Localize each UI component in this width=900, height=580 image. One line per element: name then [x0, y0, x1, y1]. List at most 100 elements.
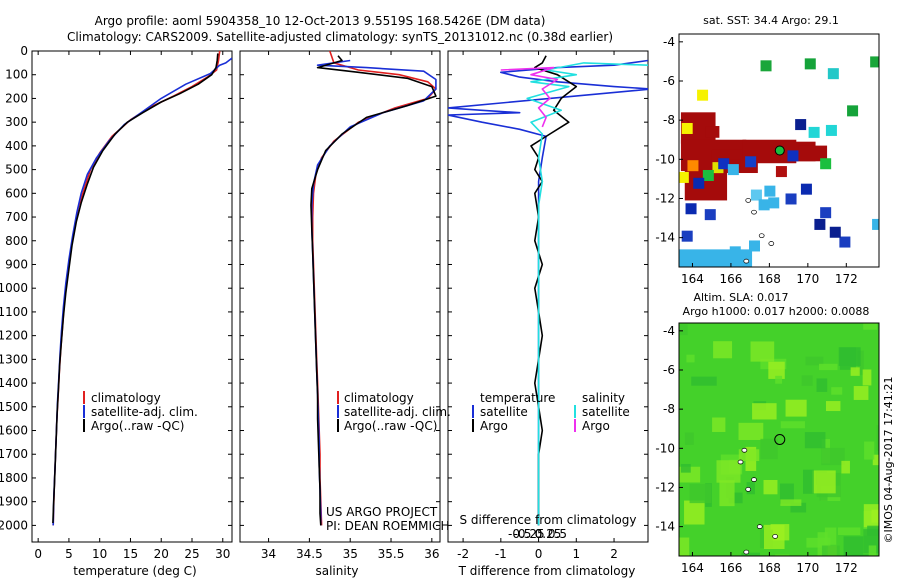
sst-cell: [787, 150, 799, 162]
sst-cell: [825, 124, 837, 136]
sla-cell: [712, 417, 726, 432]
plot-frame: [239, 50, 441, 543]
sla-cell: [716, 460, 741, 483]
y-tick-label: -12: [655, 191, 675, 205]
y-tick-label: 100: [5, 68, 28, 82]
sla-cell: [816, 378, 828, 392]
x-tick-label: 172: [835, 272, 858, 286]
y-tick-label: 1700: [0, 447, 28, 461]
sla-cell: [819, 493, 828, 501]
sla-cell: [785, 399, 807, 417]
sla-cell: [738, 449, 760, 462]
sst-cell: [800, 183, 812, 195]
sst-cell: [768, 197, 780, 209]
project-line1: US ARGO PROJECT: [326, 505, 438, 519]
sla-cell: [841, 460, 850, 474]
temperature-panel: 0100200300400500600700800900100011001200…: [0, 44, 233, 561]
sst-cell: [718, 158, 730, 170]
sla-map-title2: Argo h1000: 0.017 h2000: 0.0088: [683, 305, 870, 318]
sla-cell: [679, 537, 690, 556]
difference-xlabel: T difference from climatology: [458, 564, 636, 578]
header-line1: Argo profile: aoml 5904358_10 12-Oct-201…: [95, 14, 546, 28]
sla-cell: [684, 500, 705, 525]
sla-map-panel: 164 166 168 170 172 -4 -6 -8 -10 -12 -14: [655, 322, 880, 575]
y-tick-label: -10: [655, 441, 675, 455]
y-tick-label: 1400: [0, 376, 28, 390]
island: [768, 241, 775, 246]
sla-cell: [741, 552, 760, 556]
y-tick-label: -6: [663, 74, 675, 88]
sst-cell: [704, 209, 716, 221]
x-tick-label: 25: [184, 547, 199, 561]
x-tick-label: 34: [261, 547, 276, 561]
series-line: [526, 62, 648, 526]
sst-cell: [685, 203, 697, 215]
sla-cell: [817, 532, 828, 556]
y-tick-label: 1000: [0, 281, 28, 295]
sst-cell: [829, 226, 841, 238]
sla-cell: [857, 350, 864, 375]
y-tick-label: 1800: [0, 471, 28, 485]
sst-cell: [808, 126, 820, 138]
series-line: [52, 53, 219, 524]
legend-label-s-argo: Argo: [582, 419, 610, 433]
sla-cell: [790, 502, 807, 513]
legend-label-argo: Argo(..raw -QC): [344, 419, 437, 433]
sst-cell: [687, 160, 699, 172]
sla-cell: [867, 525, 879, 536]
sla-cell: [686, 354, 695, 363]
sla-cell: [775, 375, 783, 384]
y-tick-label: 1100: [0, 305, 28, 319]
series-line: [500, 66, 559, 128]
sla-cell: [750, 341, 775, 362]
sla-cell: [831, 387, 843, 395]
sla-cell: [768, 361, 785, 379]
sla-cell: [805, 356, 824, 366]
series-line: [311, 59, 437, 526]
sla-cell: [775, 554, 790, 556]
sst-cell: [681, 122, 693, 134]
y-tick-label: -10: [655, 152, 675, 166]
map-frame: [678, 33, 880, 268]
x-tick-label: -1: [495, 547, 507, 561]
sst-cell: [814, 218, 826, 230]
sla-cell: [801, 375, 813, 386]
sla-cell: [780, 499, 802, 506]
x-tick-label: 0: [535, 547, 543, 561]
x2-tick-label: -0.25: [514, 527, 545, 541]
x-tick-label: 170: [796, 561, 819, 575]
y-tick-label: -14: [655, 231, 675, 245]
y-tick-label: 400: [5, 139, 28, 153]
sla-cell: [680, 463, 691, 473]
sla-cell: [779, 483, 794, 504]
y-tick-label: 1200: [0, 329, 28, 343]
project-line2: PI: DEAN ROEMMICH: [326, 519, 449, 533]
sst-cell: [870, 56, 879, 68]
sla-cell: [850, 367, 860, 376]
x-tick-label: 36: [424, 547, 439, 561]
sla-cell: [821, 447, 845, 466]
y-tick-label: 900: [5, 257, 28, 271]
sla-map-title1: Altim. SLA: 0.017: [693, 291, 788, 304]
sla-cell: [872, 454, 879, 466]
legend-label-climatology: climatology: [91, 391, 161, 405]
temperature-legend: climatology satellite-adj. clim. Argo(..…: [83, 391, 198, 433]
x-tick-label: 164: [681, 561, 704, 575]
series-line: [52, 57, 232, 526]
x-tick-label: 10: [92, 547, 107, 561]
map-frame: [678, 322, 880, 557]
sla-cell: [780, 421, 805, 429]
y-tick-label: -12: [655, 480, 675, 494]
series-line: [310, 55, 437, 526]
x-tick-label: 15: [123, 547, 138, 561]
sst-cell: [820, 158, 832, 170]
island: [751, 477, 757, 482]
sst-cell: [679, 171, 689, 183]
legend-label-satellite: satellite-adj. clim.: [91, 405, 198, 419]
sla-cell: [763, 479, 778, 495]
salinity-xlabel: salinity: [315, 564, 358, 578]
x-tick-label: 2: [610, 547, 618, 561]
series-line: [52, 51, 221, 526]
island: [743, 549, 750, 555]
